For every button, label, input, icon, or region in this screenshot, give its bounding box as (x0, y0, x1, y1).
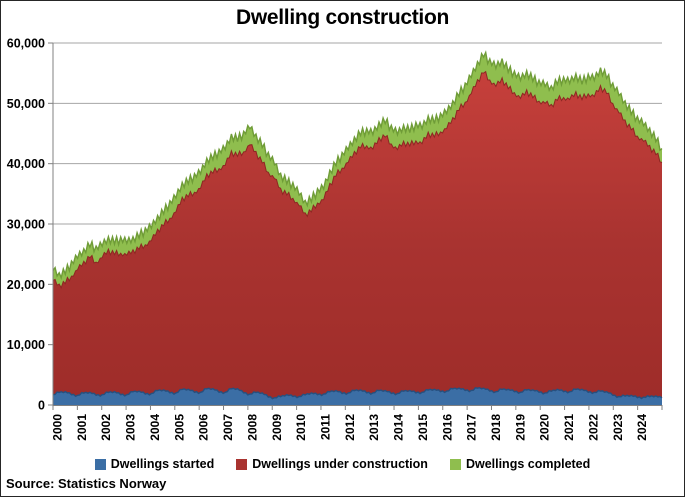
chart-title: Dwelling construction (235, 6, 450, 29)
source-note: Source: Statistics Norway (6, 476, 167, 491)
x-axis-label: 2018 (489, 414, 503, 441)
x-axis-label: 2022 (586, 414, 600, 441)
legend-item-dwellings-completed: Dwellings completed (449, 457, 591, 471)
x-axis-label: 2016 (440, 414, 454, 441)
edge-dwellings-started (52, 386, 663, 400)
legend-label-completed: Dwellings completed (465, 457, 591, 471)
x-axis-label: 2014 (392, 414, 406, 441)
x-axis-label: 2010 (294, 414, 308, 441)
x-axis-label: 2020 (538, 414, 552, 441)
legend-item-dwellings-under-construction: Dwellings under construction (236, 457, 428, 471)
edge-dwellings-completed (52, 50, 663, 281)
x-axis-label: 2024 (635, 414, 649, 441)
legend-item-dwellings-started: Dwellings started (94, 457, 215, 471)
legend-label-started: Dwellings started (110, 457, 215, 471)
y-axis-label: 30,000 (7, 218, 45, 232)
x-axis-label: 2007 (221, 414, 235, 441)
x-axis-label: 2003 (124, 414, 138, 441)
x-axis-label: 2023 (611, 414, 625, 441)
x-axis-label: 2000 (51, 414, 65, 441)
legend-label-under-construction: Dwellings under construction (252, 457, 428, 471)
x-axis-label: 2013 (367, 414, 381, 441)
legend: Dwellings started Dwellings under constr… (1, 457, 684, 471)
y-axis-label: 60,000 (7, 37, 45, 51)
x-axis-label: 2005 (172, 414, 186, 441)
area-dwellings-under-construction (53, 71, 662, 405)
chart-plot: 0 10,000 20,000 30,000 40,000 50,000 60,000 200… (7, 37, 663, 441)
y-axis-label: 0 (38, 399, 45, 413)
x-axis-label: 2012 (343, 414, 357, 441)
x-axis-label: 2009 (270, 414, 284, 441)
x-axis-label: 2015 (416, 414, 430, 441)
edge-dwellings-under-construction (52, 70, 663, 290)
x-axis-label: 2002 (99, 414, 113, 441)
y-axis-label: 40,000 (7, 157, 45, 171)
x-axis-label: 2021 (562, 414, 576, 441)
y-axis-label: 20,000 (7, 278, 45, 292)
x-axis-label: 2019 (513, 414, 527, 441)
x-axis-label: 2008 (245, 414, 259, 441)
area-dwellings-started (53, 387, 662, 405)
legend-swatch-completed (449, 458, 461, 470)
x-axis-label: 2006 (197, 414, 211, 441)
x-axis-label: 2004 (148, 414, 162, 441)
x-axis-label: 2001 (75, 414, 89, 441)
y-axis-label: 10,000 (7, 338, 45, 352)
x-axis-label: 2017 (465, 414, 479, 441)
x-axis-label: 2011 (319, 414, 333, 440)
legend-swatch-under-construction (236, 458, 248, 470)
y-axis-label: 50,000 (7, 97, 45, 111)
legend-swatch-started (94, 458, 106, 470)
